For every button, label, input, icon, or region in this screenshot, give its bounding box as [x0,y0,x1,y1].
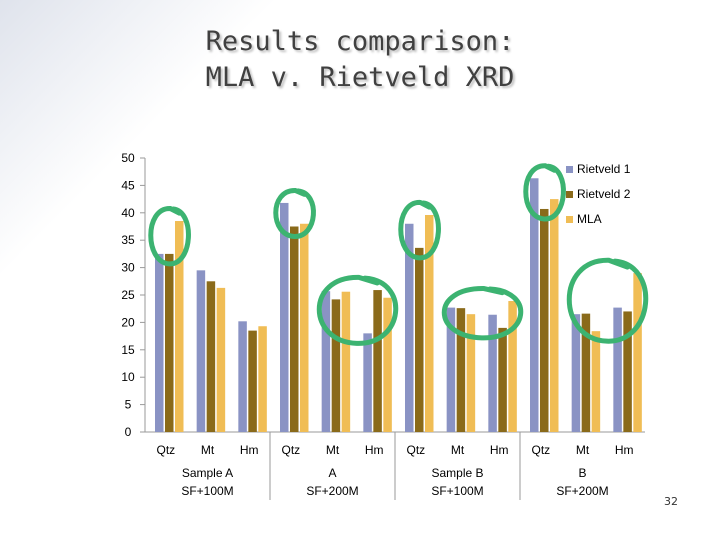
highlight-circle [273,187,316,240]
y-tick-label: 50 [121,151,135,165]
y-tick-label: 20 [121,315,135,329]
title-line-2: MLA v. Rietveld XRD [205,62,515,93]
y-tick-label: 45 [121,178,135,192]
bar-rietveld-1 [196,270,206,432]
group-label-line2: SF+100M [431,484,483,498]
bar-mla [383,297,392,432]
x-tick-label: Mt [576,443,590,457]
x-axis-labels: Qtz Mt Hm Qtz Mt Hm Qtz Mt Hm Qtz Mt Hm Sample A SF+1… [156,432,634,500]
highlight-circle [441,286,524,341]
y-tick-label: 40 [121,206,135,220]
x-tick-label: Qtz [156,443,175,457]
bar-mla [466,314,476,432]
highlight-circles [148,163,649,346]
y-tick-label: 10 [121,370,135,384]
bar-rietveld-2 [206,281,216,432]
x-tick-label: Hm [365,443,384,457]
highlight-circle [398,199,441,261]
legend-label: MLA [577,212,602,226]
page-number: 32 [664,495,678,508]
bar-mla [425,214,434,432]
bar-rietveld-1 [238,321,247,432]
legend-swatch [566,191,573,198]
x-tick-label: Qtz [406,443,425,457]
legend-swatch [566,216,573,223]
x-tick-label: Mt [451,443,465,457]
chart-legend: Rietveld 1 Rietveld 2 MLA [566,162,631,226]
bar-mla [300,223,309,432]
bar-rietveld-1 [363,333,372,432]
bar-rietveld-2 [498,327,507,432]
bar-mla [633,273,642,432]
bar-mla [341,291,351,432]
x-tick-label: Qtz [281,443,300,457]
bar-mla [216,287,226,432]
bar-rietveld-2 [581,313,591,432]
bar-rietveld-1 [530,178,539,432]
y-tick-label: 35 [121,233,135,247]
x-tick-label: Hm [615,443,634,457]
group-label-line2: SF+200M [306,484,358,498]
group-label-line1: A [328,466,336,480]
bar-rietveld-2 [248,330,257,432]
legend-label: Rietveld 2 [577,187,631,201]
bar-rietveld-1 [155,253,164,432]
x-tick-label: Qtz [531,443,550,457]
bar-rietveld-2 [540,208,549,432]
bar-rietveld-2 [331,299,341,432]
bar-rietveld-2 [456,308,466,432]
slide-title: Results comparison: MLA v. Rietveld XRD [0,24,720,96]
bar-rietveld-2 [415,247,424,432]
group-label-line1: B [578,466,586,480]
chart-axes: 0 5 10 15 20 25 30 35 40 45 50 [121,151,645,439]
bar-rietveld-1 [488,314,497,432]
bar-mla [508,301,517,432]
bar-rietveld-1 [613,307,622,432]
bar-rietveld-2 [290,226,299,432]
x-tick-label: Mt [326,443,340,457]
bar-rietveld-2 [623,311,632,432]
bar-rietveld-2 [373,290,382,432]
highlight-circle [148,205,191,267]
bar-rietveld-2 [165,253,174,432]
highlight-circle [316,274,399,346]
bar-mla [550,199,559,432]
bar-rietveld-1 [405,223,414,432]
y-tick-label: 30 [121,261,135,275]
highlight-circle [566,257,649,344]
bar-rietveld-1 [571,314,581,432]
bar-mla [591,331,601,432]
bar-rietveld-1 [280,202,289,432]
x-tick-label: Hm [490,443,509,457]
group-label-line2: SF+200M [556,484,608,498]
y-tick-label: 15 [121,343,135,357]
y-tick-label: 25 [121,288,135,302]
x-tick-label: Mt [201,443,215,457]
legend-swatch [566,166,573,173]
bar-rietveld-1 [446,307,456,432]
group-label-line1: Sample B [431,466,483,480]
highlight-circle [523,163,566,222]
chart-bars [155,178,642,432]
bar-mla [258,326,267,432]
y-tick-label: 0 [125,425,132,439]
bar-rietveld-1 [321,291,331,432]
y-tick-label: 5 [125,398,132,412]
bar-mla [175,221,184,432]
x-tick-label: Hm [240,443,259,457]
group-label-line1: Sample A [182,466,233,480]
legend-label: Rietveld 1 [577,162,631,176]
group-label-line2: SF+100M [181,484,233,498]
title-line-1: Results comparison: [205,26,515,57]
